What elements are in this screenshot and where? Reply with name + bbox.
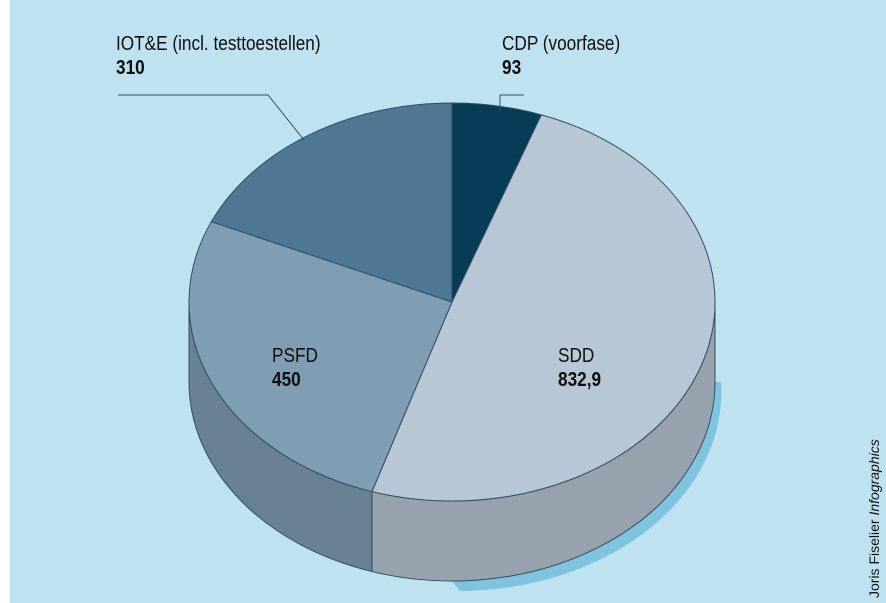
slice-label-sdd: SDD 832,9 — [558, 344, 601, 392]
slice-label-cdp: CDP (voorfase) 93 — [502, 32, 620, 80]
pie-slice-3 — [210, 102, 453, 303]
pie-top — [188, 102, 716, 502]
leader-line-iote — [118, 94, 305, 141]
slice-value: 832,9 — [558, 369, 602, 391]
slice-name: CDP (voorfase) — [502, 33, 621, 55]
credit-author: Joris Fiselier — [866, 519, 882, 598]
slice-name: IOT&E (incl. testtoestellen) — [116, 33, 321, 55]
slice-label-psfd: PSFD 450 — [272, 344, 318, 392]
slice-value: 450 — [272, 369, 301, 391]
slice-name: SDD — [558, 345, 595, 367]
slice-label-iote: IOT&E (incl. testtoestellen) 310 — [116, 32, 321, 80]
slice-name: PSFD — [272, 345, 318, 367]
slice-value: 310 — [116, 57, 145, 79]
leader-lines — [118, 94, 524, 141]
slice-value: 93 — [502, 57, 522, 79]
leader-line-cdp — [499, 94, 524, 112]
credit-brand: Infographics — [866, 439, 882, 516]
pie-slice-2 — [188, 221, 453, 493]
credit-text: Joris Fiselier Infographics — [866, 439, 882, 598]
pie-slice-1 — [371, 114, 716, 502]
